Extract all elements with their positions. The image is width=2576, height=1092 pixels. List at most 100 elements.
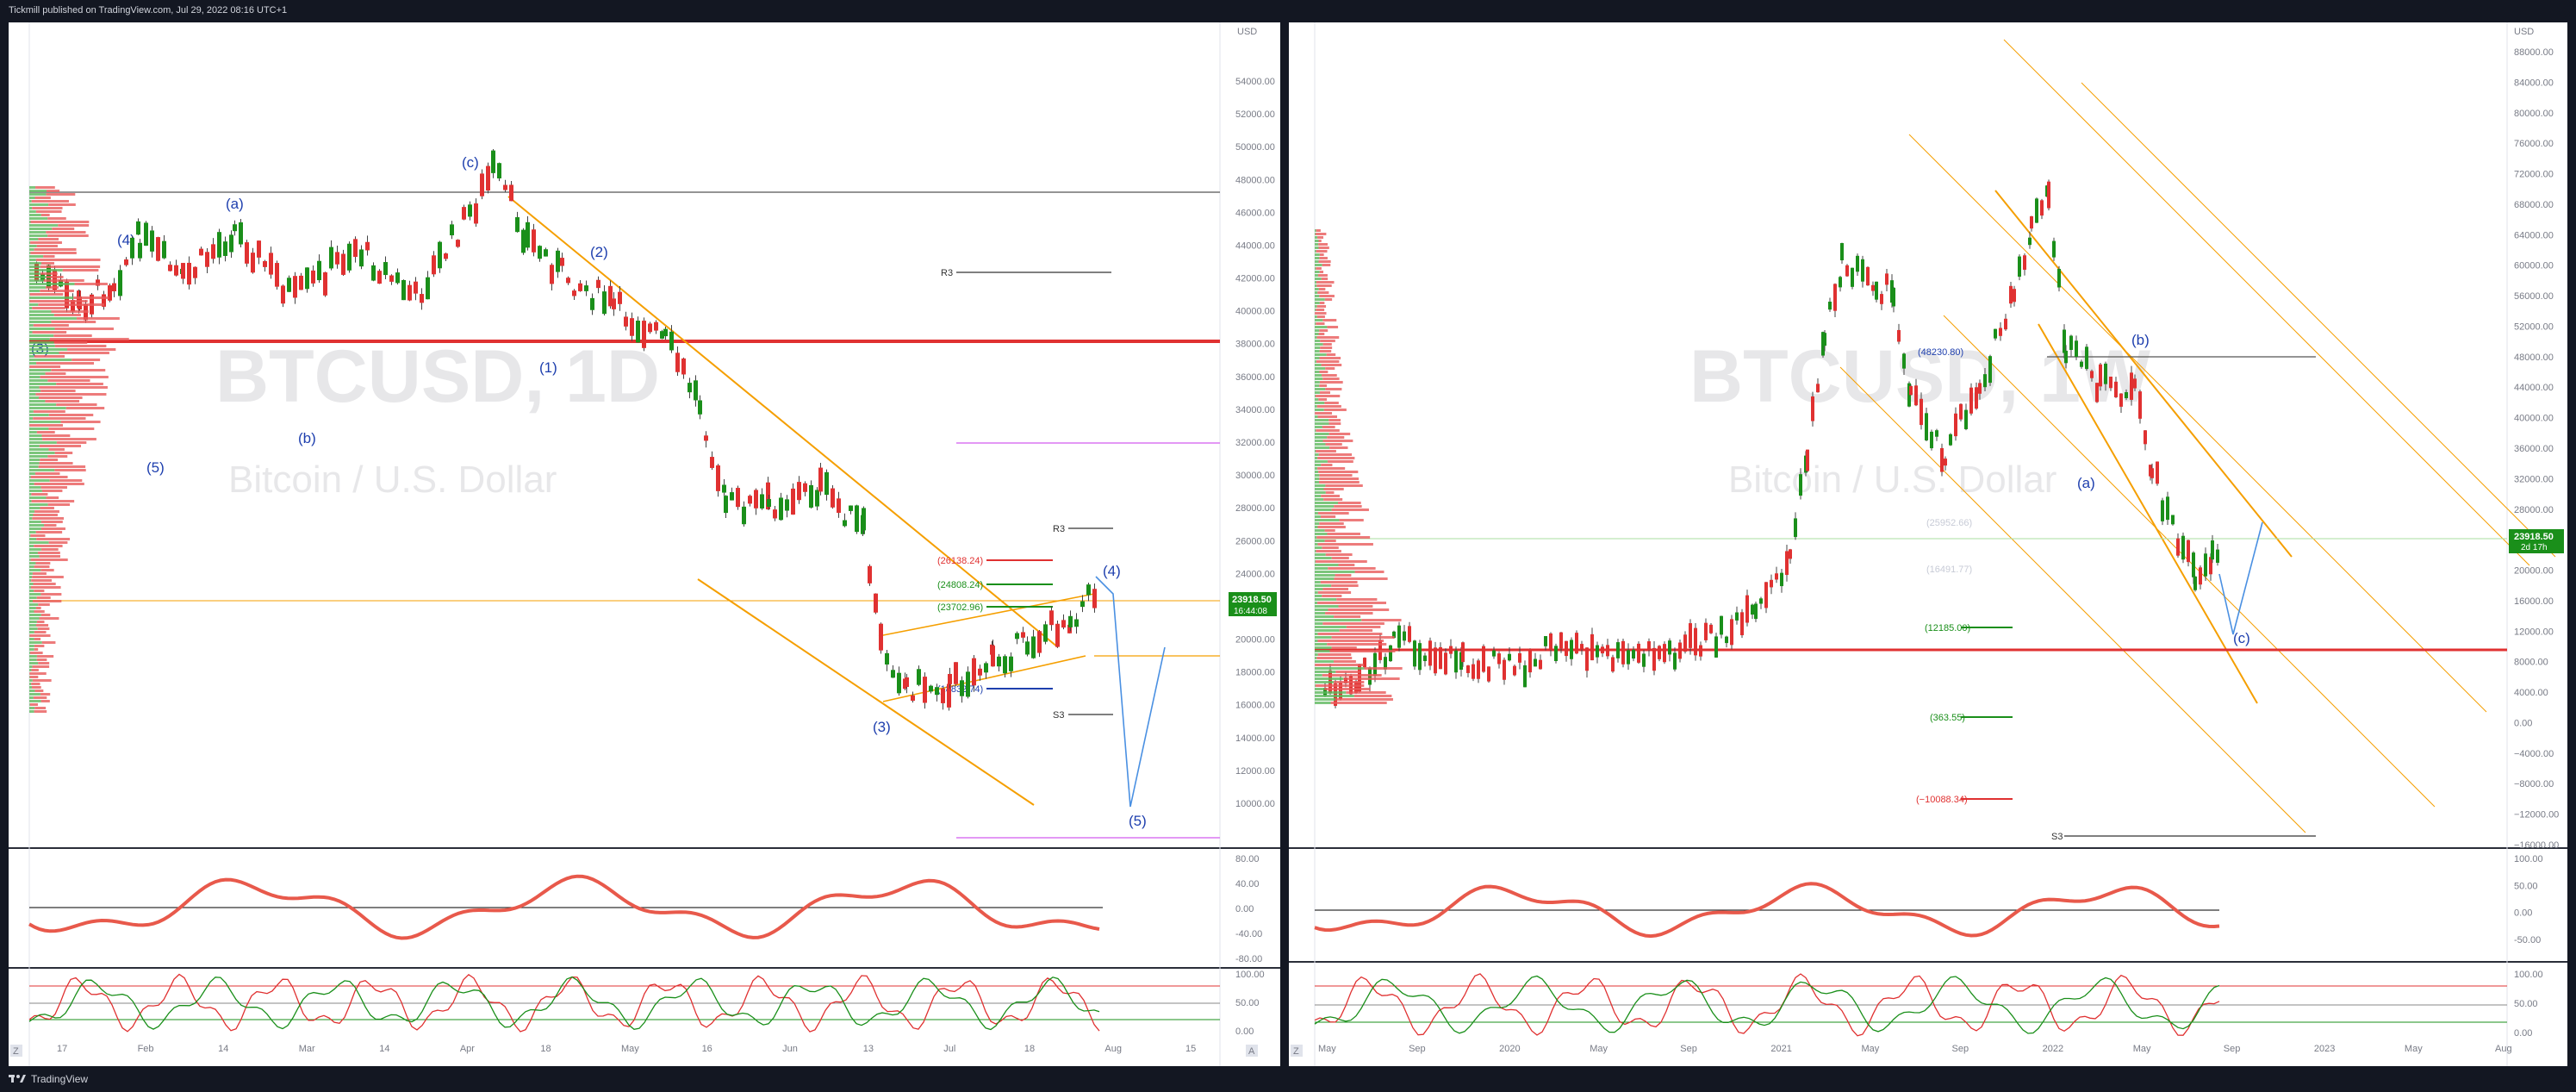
candle: [2004, 318, 2007, 330]
volume-bar-up: [29, 265, 40, 268]
level-label: (16491.77): [1926, 565, 1972, 575]
time-tick: Sep: [1409, 1044, 1426, 1054]
volume-bar-up: [1315, 529, 1325, 532]
price-tick: 48000.00: [1235, 175, 1275, 185]
volume-bar-down: [1321, 464, 1333, 466]
volume-bar-up: [1315, 446, 1330, 449]
candle: [1565, 640, 1568, 657]
volume-bar-down: [1328, 419, 1341, 421]
wave-projection: [2218, 521, 2263, 635]
volume-bar-down: [36, 658, 47, 661]
candle: [1539, 659, 1542, 670]
candle: [1789, 549, 1792, 559]
candle: [438, 241, 442, 269]
volume-bar-up: [29, 641, 42, 644]
candle: [1590, 633, 1594, 661]
candle: [1806, 449, 1809, 471]
zoom-button[interactable]: [1291, 1045, 1303, 1057]
volume-bar-up: [29, 586, 31, 589]
volume-bar-down: [40, 569, 54, 571]
volume-bar-down: [1319, 271, 1324, 273]
price-tick: 24000.00: [1235, 569, 1275, 579]
volume-bar-down: [1330, 702, 1387, 704]
volume-bar-down: [1335, 574, 1352, 577]
candle: [1043, 624, 1048, 642]
candle: [1534, 658, 1537, 667]
volume-bar-down: [38, 396, 83, 399]
volume-bar-down: [40, 459, 59, 461]
candle: [669, 331, 674, 351]
auto-scale-button[interactable]: [1246, 1045, 1258, 1057]
volume-bar-up: [29, 500, 32, 502]
volume-bar-up: [1315, 612, 1326, 615]
volume-bar-down: [34, 645, 45, 647]
volume-bar-down: [34, 638, 41, 640]
volume-bar-down: [1325, 443, 1342, 446]
volume-profile: [1315, 229, 1403, 704]
candle: [874, 593, 878, 613]
volume-bar-up: [1315, 626, 1347, 628]
volume-bar-up: [1315, 660, 1334, 663]
candle: [636, 321, 640, 343]
volume-bar-down: [35, 624, 49, 627]
right-chart-panel[interactable]: BTCUSD, 1W Bitcoin / U.S. Dollar (48230.…: [1289, 22, 2567, 1066]
volume-bar-up: [1315, 278, 1322, 280]
candle: [1880, 294, 1883, 304]
volume-bar-up: [29, 362, 37, 365]
volume-bar-up: [1315, 622, 1323, 625]
left-chart-canvas[interactable]: BTCUSD, 1D Bitcoin / U.S. Dollar R3 R3 S…: [9, 22, 1280, 1066]
candle: [1978, 383, 1982, 394]
candle: [211, 244, 215, 259]
candle: [1580, 644, 1584, 650]
volume-bar-down: [29, 703, 38, 706]
volume-bar-down: [1338, 502, 1361, 504]
volume-bar-up: [1315, 643, 1328, 646]
volume-bar-down: [29, 634, 51, 637]
volume-bar-up: [29, 269, 63, 271]
candle: [353, 239, 358, 258]
volume-bar-up: [1315, 240, 1319, 242]
volume-bar-down: [31, 500, 75, 502]
volume-profile: [29, 186, 129, 713]
volume-bar-down: [34, 610, 45, 613]
candle: [1461, 642, 1465, 663]
candle: [1344, 677, 1347, 683]
volume-bar-down: [1321, 364, 1342, 366]
bar-countdown: 2d 17h: [2521, 543, 2548, 552]
candle: [954, 662, 958, 684]
left-chart-panel[interactable]: BTCUSD, 1D Bitcoin / U.S. Dollar R3 R3 S…: [9, 22, 1280, 1066]
candle: [193, 266, 197, 278]
candle: [233, 224, 237, 232]
volume-bar-up: [1315, 557, 1332, 559]
candle: [1694, 627, 1697, 656]
zoom-button[interactable]: [10, 1045, 22, 1057]
volume-bar-down: [1364, 667, 1403, 670]
candle: [2187, 540, 2190, 563]
volume-bar-down: [29, 672, 47, 675]
candle: [1764, 582, 1768, 608]
candle: [1003, 656, 1007, 674]
volume-bar-up: [29, 476, 31, 478]
right-chart-canvas[interactable]: BTCUSD, 1W Bitcoin / U.S. Dollar (48230.…: [1289, 22, 2567, 1066]
candle: [138, 242, 142, 259]
candle: [2125, 392, 2128, 398]
volume-bar-up: [29, 238, 39, 240]
candle: [1454, 650, 1458, 673]
candle: [1596, 645, 1599, 658]
price-tick: 28000.00: [2514, 505, 2554, 515]
volume-bar-down: [40, 265, 101, 268]
candle: [935, 687, 939, 696]
volume-bar-down: [40, 262, 54, 265]
volume-bar-up: [1315, 512, 1318, 515]
candle: [948, 673, 952, 684]
candle: [2216, 549, 2219, 563]
volume-bar-down: [1322, 426, 1335, 428]
volume-bar-up: [29, 328, 55, 330]
candle: [1828, 302, 1832, 310]
candle: [2133, 378, 2137, 389]
volume-bar-up: [1315, 698, 1336, 701]
candle: [124, 259, 128, 265]
volume-bar-down: [1331, 636, 1395, 639]
volume-bar-up: [29, 293, 30, 296]
candle: [1354, 681, 1358, 693]
